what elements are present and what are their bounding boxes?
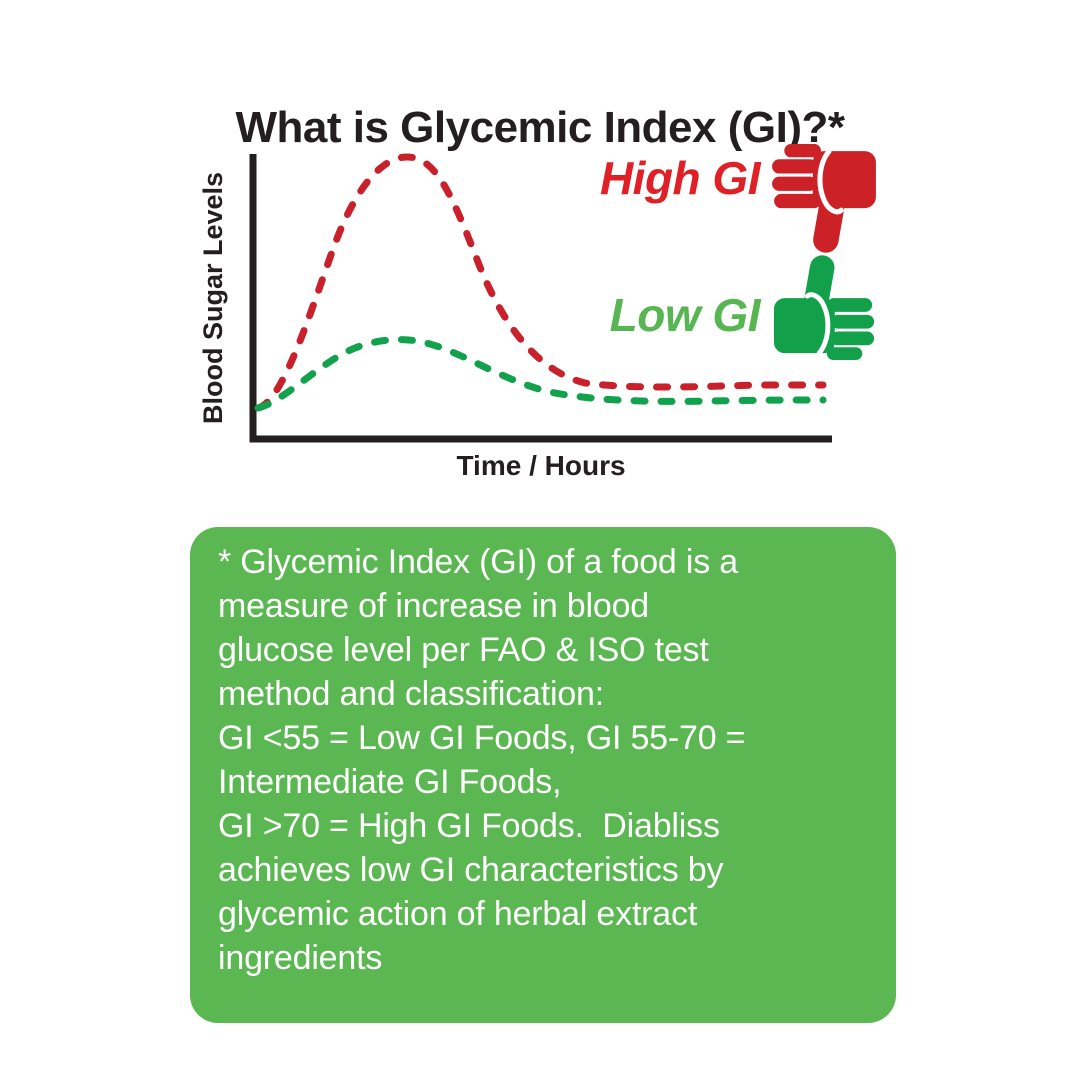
blood-sugar-chart	[249, 153, 832, 443]
footnote-text: * Glycemic Index (GI) of a food is a mea…	[218, 543, 746, 977]
low-gi-curve	[254, 336, 827, 412]
page-title: What is Glycemic Index (GI)?*	[235, 103, 845, 153]
low-gi-legend-label: Low GI	[609, 289, 761, 341]
x-axis-label: Time / Hours	[456, 450, 626, 481]
y-axis-label: Blood Sugar Levels	[198, 171, 228, 425]
high-gi-curve	[254, 153, 827, 412]
high-gi-legend-label: High GI	[599, 152, 761, 204]
axes	[249, 154, 832, 443]
thumbs-up-icon	[773, 255, 875, 361]
footnote-panel: * Glycemic Index (GI) of a food is a mea…	[190, 527, 896, 1023]
thumbs-down-icon	[772, 144, 876, 253]
